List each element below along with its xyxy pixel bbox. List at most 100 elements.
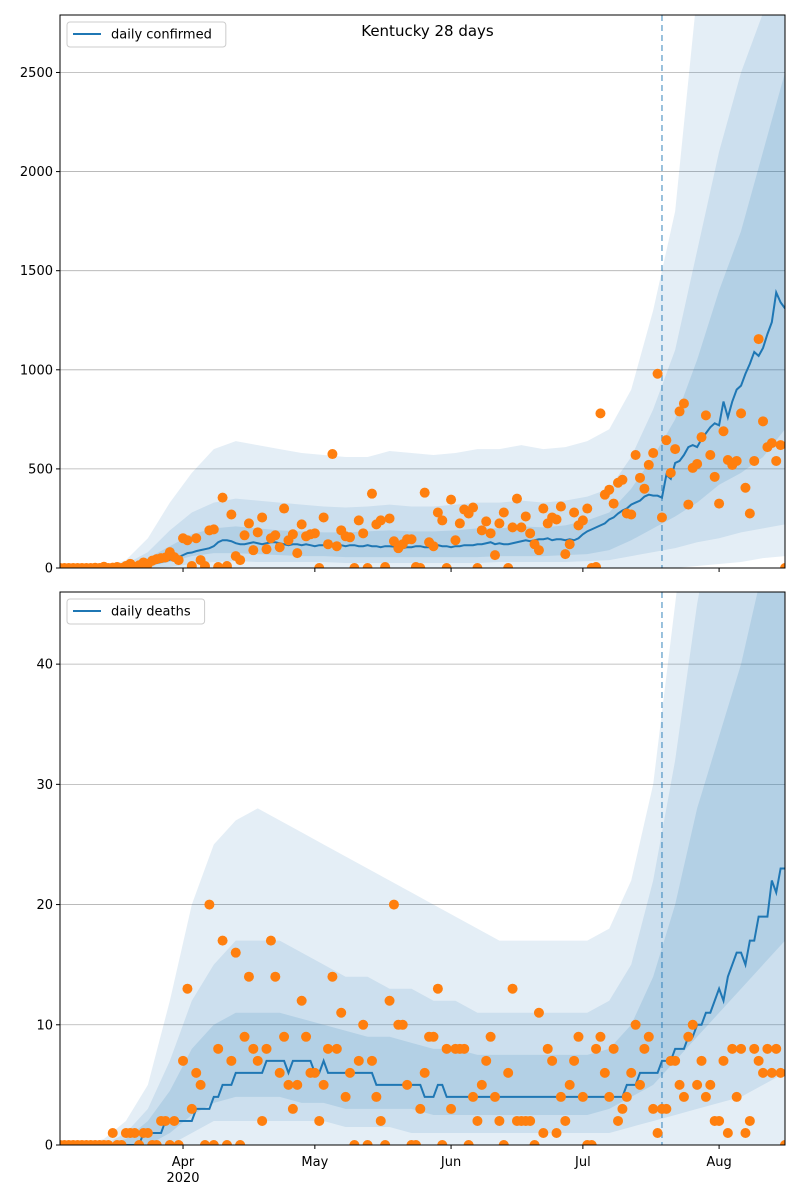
data-point	[744, 508, 755, 519]
data-point	[160, 1115, 171, 1126]
data-point	[749, 1043, 760, 1054]
data-point	[191, 1067, 202, 1078]
data-point	[582, 503, 593, 514]
data-point	[459, 1043, 470, 1054]
data-point	[595, 408, 606, 419]
chart-title: Kentucky 28 days	[361, 22, 494, 40]
data-point	[780, 563, 785, 568]
data-point	[766, 1067, 777, 1078]
data-point	[226, 509, 237, 520]
data-point	[643, 1031, 654, 1042]
data-point	[490, 1091, 500, 1102]
data-point	[630, 1019, 641, 1030]
data-point	[446, 494, 457, 505]
data-point	[630, 450, 641, 461]
data-point	[142, 1127, 153, 1138]
data-point	[397, 1019, 408, 1030]
data-point	[221, 561, 232, 568]
data-point	[164, 1140, 175, 1145]
data-point	[279, 503, 290, 514]
data-point	[472, 563, 483, 568]
data-point	[186, 1103, 197, 1114]
data-point	[239, 1031, 250, 1042]
axes: 0 10 20 30 40 Apr May Jun Jul Aug 2020 daily deaths	[36, 591, 786, 1186]
data-point	[217, 935, 228, 946]
data-point	[586, 1140, 597, 1145]
data-point	[450, 535, 461, 546]
data-point	[419, 1067, 430, 1078]
data-point	[204, 899, 215, 910]
data-point	[191, 533, 202, 544]
data-point	[200, 561, 210, 568]
data-point	[257, 512, 268, 523]
data-point	[736, 1043, 747, 1054]
data-point	[235, 1140, 246, 1145]
data-point	[573, 1031, 584, 1042]
data-point	[468, 502, 479, 513]
data-point	[371, 1091, 382, 1102]
data-point	[674, 1079, 685, 1090]
data-point	[533, 1007, 544, 1018]
data-point	[652, 1127, 663, 1138]
data-point	[525, 1115, 536, 1126]
data-point	[639, 483, 650, 494]
data-point	[331, 541, 342, 552]
data-point	[758, 1067, 769, 1078]
data-point	[428, 1031, 439, 1042]
data-point	[722, 1127, 733, 1138]
data-point	[213, 562, 224, 568]
data-point	[648, 1103, 659, 1114]
data-point	[169, 1115, 180, 1126]
data-point	[261, 1043, 272, 1054]
data-point	[560, 1115, 571, 1126]
uncertainty-band	[60, 592, 785, 1145]
data-point	[134, 1140, 145, 1145]
data-point	[476, 1079, 487, 1090]
data-point	[771, 1043, 782, 1054]
data-point	[661, 435, 672, 446]
data-point	[604, 484, 615, 495]
data-point	[564, 1079, 575, 1090]
data-point	[485, 528, 496, 539]
data-point	[213, 1043, 224, 1054]
data-point	[274, 542, 285, 553]
data-point	[617, 474, 628, 485]
data-point	[296, 519, 307, 530]
data-point	[432, 507, 443, 518]
data-point	[331, 1043, 342, 1054]
data-point	[577, 515, 588, 526]
data-point	[309, 1067, 320, 1078]
data-point	[692, 458, 703, 469]
data-point	[384, 513, 395, 524]
data-point	[208, 1140, 219, 1145]
axes-frame	[59, 14, 786, 569]
data-point	[661, 1103, 672, 1114]
data-point	[182, 983, 193, 994]
data-point	[380, 562, 391, 568]
data-point	[639, 1043, 650, 1054]
data-point	[375, 1115, 386, 1126]
data-point	[437, 515, 448, 526]
data-point	[599, 1067, 610, 1078]
uncertainty-band	[60, 15, 785, 568]
data-point	[635, 1079, 645, 1090]
data-point	[498, 1140, 509, 1145]
legend-label: daily deaths	[111, 605, 191, 620]
data-point	[700, 410, 711, 421]
data-point	[718, 1055, 729, 1066]
data-point	[468, 1091, 479, 1102]
data-point	[270, 971, 281, 982]
y-tick-label: 500	[28, 462, 53, 477]
legend-frame	[66, 598, 206, 625]
data-point	[714, 498, 725, 509]
data-point	[279, 1031, 290, 1042]
data-point	[217, 492, 228, 503]
data-point	[555, 501, 566, 512]
data-point	[318, 1079, 329, 1090]
legend-frame	[66, 21, 227, 48]
data-point	[705, 1079, 716, 1090]
legend-label: daily confirmed	[111, 28, 212, 43]
data-point	[740, 1127, 751, 1138]
data-point	[696, 432, 707, 443]
data-point	[771, 455, 782, 466]
